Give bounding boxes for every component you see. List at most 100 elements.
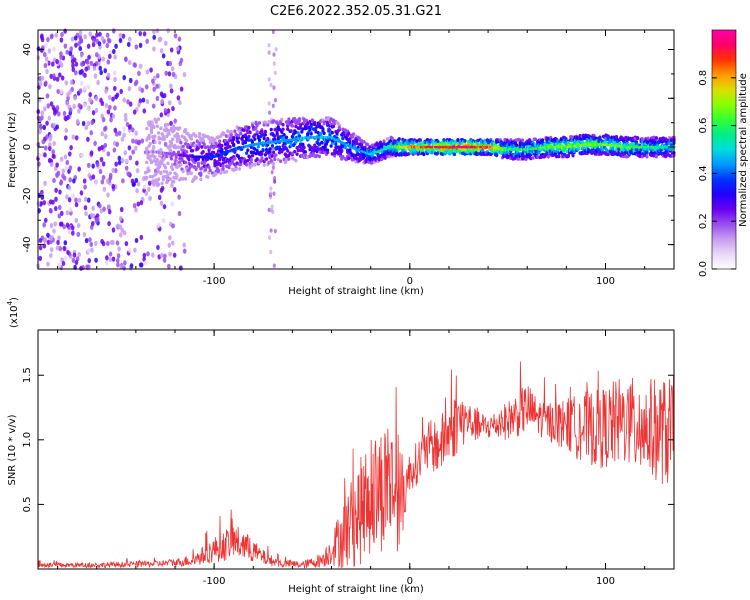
heatmap-cell	[72, 178, 76, 184]
figure-title: C2E6.2022.352.05.31.G21	[270, 4, 442, 19]
heatmap-cell	[275, 132, 279, 136]
heatmap-cell	[520, 138, 525, 142]
heatmap-cell	[48, 252, 53, 259]
heatmap-cell	[148, 174, 152, 179]
heatmap-cell	[272, 85, 276, 90]
heatmap-cell	[78, 30, 83, 36]
heatmap-cell	[174, 176, 178, 180]
heatmap-cell	[74, 259, 79, 266]
heatmap-cell	[276, 137, 280, 141]
heatmap-cell	[317, 142, 322, 147]
heatmap-cell	[64, 80, 69, 86]
heatmap-cell	[100, 100, 105, 107]
heatmap-cell	[113, 105, 117, 111]
heatmap-cell	[135, 188, 139, 194]
heatmap-cell	[225, 169, 229, 174]
heatmap-cell	[91, 220, 95, 227]
heatmap-cell	[145, 175, 149, 180]
heatmap-cell	[456, 138, 460, 142]
heatmap-cell	[86, 197, 91, 203]
heatmap-cell	[114, 43, 118, 49]
heatmap-cell	[170, 182, 174, 188]
heatmap-cell	[294, 140, 298, 144]
heatmap-cell	[340, 148, 344, 153]
heatmap-cell	[106, 151, 111, 157]
heatmap-cell	[301, 142, 305, 147]
heatmap-cell	[281, 122, 285, 127]
heatmap-cell	[93, 140, 97, 146]
heatmap-cell	[610, 135, 614, 140]
heatmap-cell	[218, 139, 222, 143]
heatmap-cell	[62, 245, 67, 252]
heatmap-cell	[119, 264, 124, 270]
heatmap-cell	[128, 77, 133, 84]
heatmap-cell	[316, 147, 320, 152]
heatmap-cell	[68, 89, 72, 95]
heatmap-cell	[48, 142, 52, 148]
heatmap-cell	[121, 178, 125, 184]
heatmap-cell	[308, 147, 312, 152]
heatmap-cell	[164, 40, 168, 46]
heatmap-cell	[95, 52, 99, 58]
heatmap-cell	[159, 200, 164, 206]
heatmap-cell	[134, 237, 139, 244]
heatmap-cell	[302, 145, 306, 150]
heatmap-cell	[606, 149, 610, 154]
heatmap-cell	[613, 150, 617, 155]
heatmap-cell	[122, 75, 127, 81]
heatmap-cell	[91, 163, 95, 169]
heatmap-cell	[73, 70, 78, 76]
heatmap-cell	[175, 132, 179, 136]
heatmap-cell	[651, 148, 655, 152]
heatmap-cell	[585, 138, 589, 142]
colorbar-ticks: 0.0 0.2 0.4 0.6 0.8	[698, 70, 736, 277]
heatmap-cell	[61, 260, 66, 267]
heatmap-cell	[136, 201, 141, 207]
heatmap-cell	[53, 205, 58, 212]
heatmap-cell	[51, 105, 56, 111]
heatmap-cell	[105, 42, 110, 49]
heatmap-cell	[128, 155, 133, 161]
heatmap-cell	[169, 83, 173, 89]
heatmap-cell	[272, 263, 276, 268]
heatmap-cell	[140, 87, 145, 93]
heatmap-cell	[53, 221, 58, 227]
heatmap-cell	[70, 79, 74, 85]
heatmap-cell	[43, 106, 47, 112]
heatmap-cell	[168, 251, 172, 257]
heatmap-cell	[55, 105, 60, 111]
heatmap-cell	[515, 143, 519, 148]
heatmap-cell	[49, 101, 54, 107]
heatmap-cell	[291, 157, 296, 161]
heatmap-cell	[75, 118, 80, 125]
heatmap-cell	[43, 145, 48, 151]
heatmap-cell	[70, 225, 75, 231]
heatmap-cell	[212, 150, 216, 155]
heatmap-cell	[59, 210, 64, 216]
heatmap-cell	[159, 112, 164, 118]
heatmap-cell	[49, 34, 54, 40]
heatmap-cell	[527, 138, 532, 142]
heatmap-cell	[262, 163, 266, 167]
heatmap-cell	[233, 156, 237, 161]
heatmap-cell	[330, 141, 334, 146]
heatmap-cell	[182, 72, 187, 78]
heatmap-cell	[49, 235, 54, 241]
y-tick-label: 20	[22, 92, 33, 105]
heatmap-cell	[86, 120, 91, 127]
colorbar: 0.0 0.2 0.4 0.6 0.8 Normalized spectral ampl…	[698, 29, 749, 277]
heatmap-cell	[196, 161, 201, 166]
heatmap-cell	[82, 178, 87, 184]
heatmap-cell	[354, 159, 358, 164]
heatmap-cell	[271, 165, 275, 170]
heatmap-cell	[171, 223, 175, 229]
heatmap-cell	[155, 124, 159, 129]
heatmap-cell	[131, 149, 135, 155]
snr-multiplier-exp: 4	[6, 300, 14, 305]
heatmap-cell	[93, 73, 98, 79]
heatmap-cell	[255, 157, 259, 161]
heatmap-cell	[113, 54, 117, 60]
heatmap-cell	[654, 154, 658, 159]
heatmap-cell	[270, 153, 275, 158]
heatmap-cell	[133, 247, 137, 253]
